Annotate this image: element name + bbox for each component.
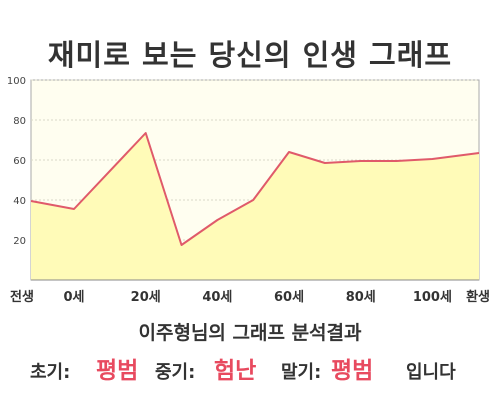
middle-label: 중기: [155,362,196,383]
x-tick-label: 100세 [413,290,452,305]
page-title: 재미로 보는 당신의 인생 그래프 [47,38,453,72]
y-axis-ticks: 20 40 60 80 100 [7,76,26,247]
data-line [30,132,480,246]
result-subtitle: 이주형님의 그래프 분석결과 [138,322,362,344]
x-axis-ticks: 전생 0세 20세 40세 60세 80세 100세 환생 [10,289,490,305]
y-tick-label: 60 [13,156,26,167]
x-tick-label: 60세 [274,290,304,305]
x-tick-label: 환생 [466,289,490,305]
x-tick-label: 40세 [202,290,232,305]
y-tick-label: 80 [13,116,26,127]
result-suffix: 입니다 [406,362,456,383]
early-label: 초기: [30,362,71,383]
x-tick-label: 80세 [346,290,376,305]
early-value: 평범 [96,358,139,384]
y-tick-label: 20 [13,236,26,247]
late-label: 말기: [281,362,322,383]
result-summary: 초기: 평범 중기: 험난 말기: 평범 입니다 [0,349,500,384]
y-tick-label: 40 [13,196,26,207]
x-tick-label: 20세 [131,290,161,305]
area-fill [31,133,479,280]
x-tick-label: 전생 [10,289,34,305]
late-value: 평범 [331,358,374,384]
y-tick-label: 100 [7,76,26,87]
x-tick-label: 0세 [64,290,85,305]
middle-value: 험난 [214,358,257,384]
